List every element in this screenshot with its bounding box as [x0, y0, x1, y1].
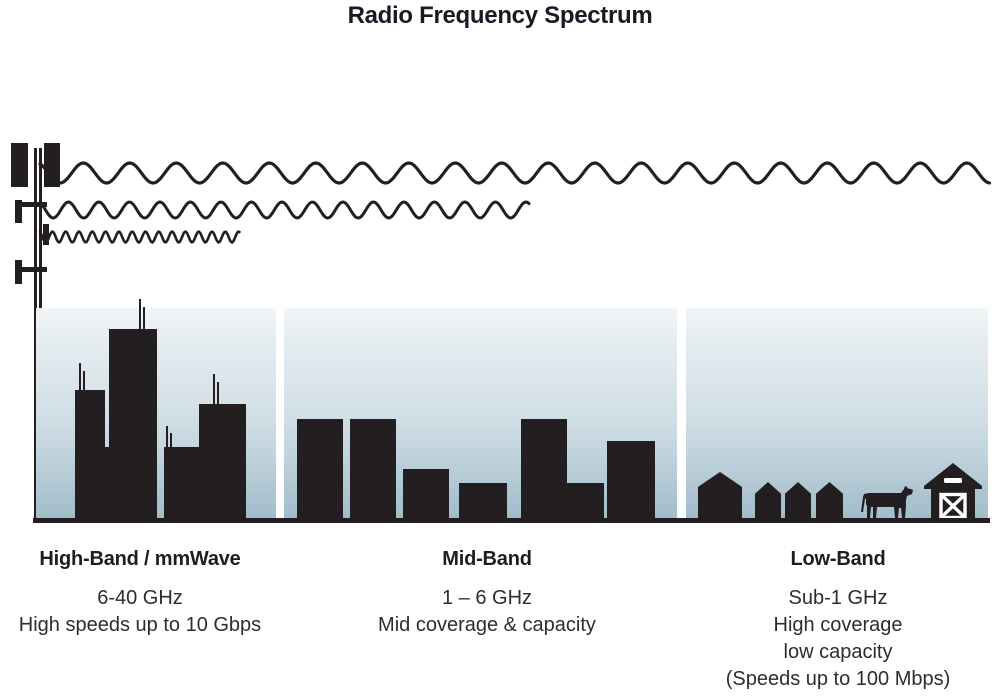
barn-vent [944, 478, 962, 483]
label-mid-band: Mid-Band 1 – 6 GHz Mid coverage & capaci… [337, 548, 637, 639]
antenna-icon [139, 299, 141, 330]
band-heading: High-Band / mmWave [39, 548, 241, 570]
label-high-band: High-Band / mmWave 6-40 GHz High speeds … [0, 548, 280, 639]
antenna-icon [170, 433, 172, 448]
radio-waves [38, 161, 992, 244]
band-heading: Mid-Band [442, 548, 532, 570]
tower-crossarm [19, 202, 47, 207]
page-title: Radio Frequency Spectrum [347, 2, 653, 29]
medium-wavelength-wave [38, 200, 531, 220]
band-detail: 6-40 GHz [97, 587, 183, 609]
short-wavelength-wave [38, 230, 241, 244]
tower-antenna-panel-left [11, 143, 28, 187]
building-silhouette [297, 419, 343, 520]
ground-line [33, 518, 990, 523]
building-silhouette [109, 329, 157, 520]
building-silhouette [75, 390, 105, 520]
tower-antenna-box [15, 200, 22, 223]
barn-door [939, 492, 967, 520]
antenna-icon [217, 382, 219, 405]
building-silhouette [199, 404, 246, 520]
building-silhouette [403, 469, 449, 520]
tower-antenna-box [43, 224, 49, 245]
band-detail: (Speeds up to 100 Mbps) [725, 668, 951, 690]
band-detail: Sub-1 GHz [788, 587, 888, 609]
band-detail: High coverage [773, 614, 903, 636]
tower-antenna-panel-right [44, 143, 60, 187]
tower-crossarm [19, 267, 47, 272]
building-silhouette [350, 419, 396, 520]
long-wavelength-wave [38, 161, 992, 185]
cow-icon [861, 486, 913, 518]
building-silhouette [567, 483, 604, 520]
antenna-icon [83, 371, 85, 391]
band-detail: High speeds up to 10 Gbps [18, 614, 262, 636]
tower-mast [34, 148, 37, 519]
tower-antenna-box [15, 260, 22, 284]
antenna-icon [213, 374, 215, 405]
antenna-icon [143, 307, 145, 330]
antenna-icon [166, 426, 168, 448]
building-silhouette [521, 419, 567, 520]
building-silhouette [103, 447, 111, 520]
building-silhouette [459, 483, 507, 520]
antenna-icon [79, 363, 81, 391]
band-detail: Mid coverage & capacity [378, 614, 596, 636]
barn-icon [924, 463, 982, 520]
band-detail: low capacity [783, 641, 893, 663]
label-low-band: Low-Band Sub-1 GHz High coverage low cap… [688, 548, 988, 693]
band-heading: Low-Band [790, 548, 886, 570]
building-silhouette [164, 447, 201, 520]
building-silhouette [607, 441, 655, 520]
band-detail: 1 – 6 GHz [441, 587, 533, 609]
